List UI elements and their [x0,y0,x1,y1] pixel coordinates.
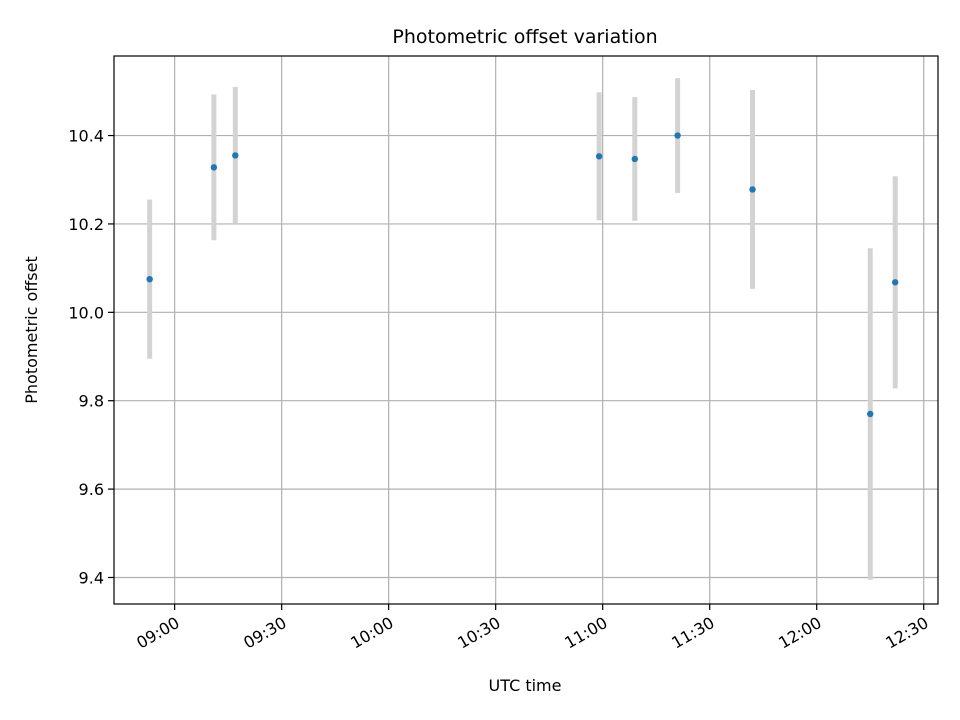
y-tick-label: 9.4 [79,568,104,587]
x-tick-label: 11:00 [561,613,610,653]
y-axis-ticks: 9.4 9.6 9.8 10.0 10.2 10.4 [68,127,114,587]
data-point [146,275,153,283]
error-bars [147,78,898,580]
plot-frame [113,55,939,605]
data-point [891,279,899,286]
y-tick-label: 10.4 [68,127,104,146]
y-tick-label: 10.0 [68,303,104,322]
x-tick-label: 10:00 [347,613,396,653]
y-tick-label: 9.6 [79,480,104,499]
grid [114,56,938,604]
data-point [232,152,239,159]
x-tick-label: 09:00 [133,613,182,653]
y-tick-label: 10.2 [68,215,104,234]
x-axis-ticks: 09:00 09:30 10:00 10:30 11:00 11:30 12:00 12:30 [133,604,932,653]
x-tick-label: 12:00 [775,613,824,653]
y-axis-label: Photometric offset [22,256,41,404]
data-points [146,132,899,418]
x-tick-label: 09:30 [240,613,289,653]
x-axis-label: UTC time [489,676,562,695]
data-point [867,410,874,418]
data-point [674,132,681,139]
data-point [595,153,603,160]
data-point [210,164,218,171]
data-point [749,186,756,193]
chart-title: Photometric offset variation [392,26,657,48]
x-tick-label: 10:30 [454,613,503,653]
x-tick-label: 12:30 [882,613,931,653]
x-tick-label: 11:30 [668,613,717,653]
data-point [631,155,638,163]
y-tick-label: 9.8 [79,392,104,411]
